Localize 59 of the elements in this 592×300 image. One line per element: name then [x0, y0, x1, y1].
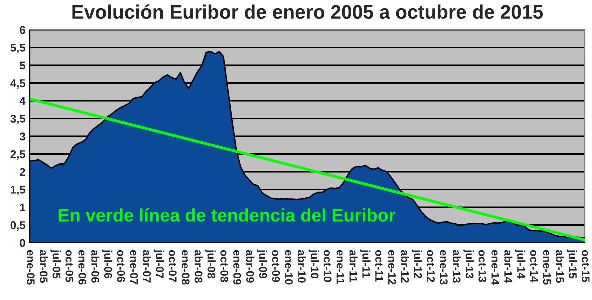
- x-tick-label: abr-05: [40, 250, 48, 283]
- x-tick-label: jul-05: [50, 250, 61, 279]
- x-tick-label: abr-11: [350, 250, 358, 282]
- x-tick-label: abr-13: [452, 250, 462, 283]
- x-tick-label: abr-07: [143, 250, 152, 283]
- x-tick-label: ene-11: [336, 250, 345, 284]
- x-tick-label: ene-13: [440, 250, 448, 285]
- x-tick-label: jul-09: [257, 250, 268, 279]
- x-tick-label: jul-11: [360, 250, 371, 278]
- x-tick-label: oct-06: [117, 250, 126, 282]
- y-tick-label: 1,5: [11, 186, 26, 196]
- x-tick-label: oct-08: [220, 250, 228, 282]
- y-tick-label: 1: [20, 204, 26, 212]
- y-tick-label: 5: [20, 62, 26, 70]
- x-tick-label: oct-07: [168, 250, 177, 282]
- x-tick-label: abr-06: [92, 250, 100, 283]
- y-tick-label: 0: [20, 239, 26, 248]
- x-tick-label: ene-10: [285, 250, 294, 285]
- x-tick-label: jul-14: [515, 250, 526, 279]
- y-tick-label: 3: [20, 132, 26, 141]
- y-tick-label: 3,5: [10, 115, 26, 124]
- x-tick-label: ene-08: [182, 250, 190, 285]
- x-tick-label: jul-12: [412, 250, 422, 279]
- x-tick-label: jul-08: [206, 250, 216, 279]
- x-tick-label: ene-12: [388, 250, 396, 285]
- x-tick-label: jul-06: [102, 250, 113, 279]
- x-tick-label: abr-09: [246, 250, 255, 283]
- x-tick-label: jul-07: [154, 250, 164, 278]
- x-tick-label: oct-14: [530, 250, 538, 283]
- x-tick-label: ene-14: [492, 250, 500, 286]
- x-tick-label: ene-07: [130, 250, 138, 285]
- y-tick-label: 4,5: [10, 80, 26, 89]
- x-tick-label: oct-15: [582, 250, 590, 282]
- x-tick-label: jul-15: [566, 250, 578, 279]
- chart-title: Evolución Euribor de enero 2005 a octubre de 2015: [72, 4, 544, 20]
- y-tick-label: 2: [20, 168, 26, 176]
- x-tick-label: oct-11: [376, 250, 384, 282]
- x-tick-label: jul-10: [308, 250, 320, 279]
- x-tick-label: abr-15: [556, 250, 564, 283]
- x-tick-label: oct-13: [478, 250, 487, 282]
- x-tick-label: oct-10: [324, 250, 332, 282]
- y-tick-label: 4: [20, 97, 26, 106]
- y-tick-label: 0,5: [10, 222, 26, 231]
- x-tick-label: abr-14: [504, 250, 513, 284]
- y-tick-label: 2,5: [10, 150, 26, 160]
- x-tick-label: ene-06: [78, 250, 87, 285]
- x-tick-label: oct-09: [272, 250, 280, 282]
- x-tick-label: jul-13: [464, 250, 474, 279]
- x-tick-label: ene-15: [543, 250, 552, 285]
- annotation: En verde línea de tendencia del Euribor: [58, 208, 396, 222]
- x-tick-label: abr-10: [298, 250, 306, 283]
- y-tick-label: 5,5: [10, 44, 26, 54]
- x-tick-label: ene-05: [27, 250, 35, 285]
- x-tick-label: oct-12: [427, 250, 435, 282]
- x-tick-label: oct-05: [66, 250, 74, 282]
- x-tick-label: abr-12: [401, 250, 410, 283]
- y-tick-label: 6: [20, 26, 26, 34]
- x-tick-label: ene-09: [234, 250, 242, 285]
- x-tick-label: abr-08: [194, 250, 203, 283]
